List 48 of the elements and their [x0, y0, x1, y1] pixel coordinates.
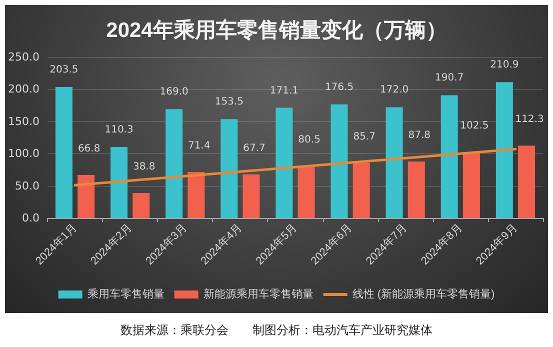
data-label: 102.5	[460, 120, 489, 132]
y-tick-label: 0.0	[22, 212, 40, 224]
chart-title: 2024年乘用车零售销量变化（万辆）	[106, 18, 447, 42]
bar	[242, 174, 260, 218]
bar	[132, 193, 150, 218]
bar	[298, 166, 315, 218]
bar	[408, 161, 425, 218]
data-label: 110.3	[104, 124, 134, 136]
source-note: 数据来源：乘联分会	[120, 323, 228, 337]
bar	[330, 104, 348, 218]
data-label: 190.7	[435, 72, 464, 84]
data-label: 71.4	[188, 140, 210, 152]
bar	[386, 107, 403, 218]
data-label: 176.5	[324, 82, 354, 93]
bar	[276, 108, 293, 218]
text: 制图分析：电动汽车产业研究媒体	[252, 323, 432, 337]
data-label: 85.7	[353, 131, 376, 142]
legend-label: 新能源乘用车零售销量	[203, 288, 314, 300]
bar	[220, 119, 238, 218]
data-label: 171.1	[270, 85, 299, 96]
data-label: 203.5	[50, 64, 78, 76]
data-label: 67.7	[243, 142, 266, 154]
y-tick-label: 150.0	[8, 114, 40, 128]
bar	[440, 95, 458, 218]
bar	[462, 152, 480, 218]
y-tick-label: 50.0	[14, 179, 40, 192]
y-tick-label: 200.0	[8, 82, 40, 96]
bar	[166, 109, 183, 218]
data-label: 112.3	[515, 114, 544, 126]
data-label: 38.8	[132, 162, 156, 173]
data-label: 153.5	[214, 96, 244, 108]
bar	[78, 174, 95, 218]
bar	[188, 172, 205, 218]
bar	[518, 146, 536, 218]
bar	[55, 86, 72, 218]
bar	[352, 162, 370, 218]
data-label: 210.9	[490, 60, 519, 71]
data-label: 66.8	[78, 143, 100, 154]
bar	[496, 82, 513, 218]
legend-label: 乘用车零售销量	[87, 288, 164, 300]
y-tick-label: 100.0	[8, 147, 40, 160]
data-label: 172.0	[380, 84, 409, 96]
data-label: 87.8	[408, 130, 431, 141]
legend-label: 线性 (新能源乘用车零售销量)	[352, 288, 495, 300]
data-label: 169.0	[160, 86, 188, 98]
y-tick-label: 250.0	[8, 50, 40, 64]
bar	[110, 146, 128, 218]
data-label: 80.5	[298, 134, 320, 146]
